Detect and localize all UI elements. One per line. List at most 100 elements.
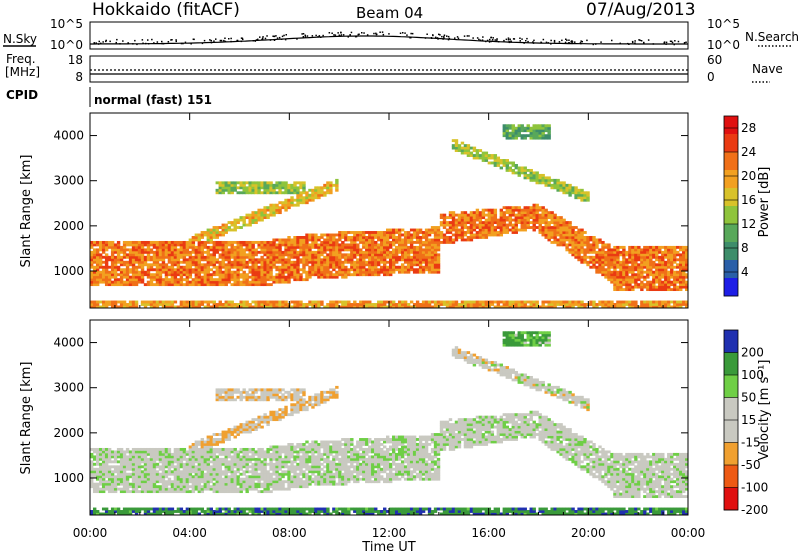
power-cell: [538, 136, 542, 140]
velocity-cell: [179, 512, 184, 516]
power-cell: [251, 300, 255, 304]
power-cell: [643, 263, 647, 267]
power-cell: [362, 268, 366, 272]
power-cell: [511, 161, 515, 165]
velocity-cell: [137, 450, 142, 454]
power-cell: [508, 300, 512, 304]
velocity-cell: [104, 482, 109, 486]
velocity-cell: [158, 507, 163, 511]
power-cell: [326, 270, 330, 274]
power-cell: [559, 181, 563, 185]
power-cell: [251, 265, 255, 269]
power-cell: [125, 248, 130, 252]
power-cell: [335, 248, 339, 252]
power-cell: [224, 283, 228, 287]
power-cell: [502, 300, 507, 304]
power-cell: [350, 265, 354, 269]
power-cell: [571, 186, 575, 190]
power-cell: [98, 255, 103, 259]
power-cell: [209, 233, 213, 237]
power-cell: [448, 226, 453, 229]
power-cell: [140, 258, 145, 262]
power-cell: [113, 273, 118, 277]
velocity-cell: [146, 452, 151, 456]
power-cell: [323, 248, 327, 252]
power-cell: [502, 216, 507, 220]
power-cell: [457, 221, 462, 224]
power-cell: [143, 248, 148, 252]
power-cell: [547, 236, 551, 239]
power-cell: [583, 196, 587, 200]
power-cell: [377, 268, 381, 272]
power-cell: [409, 233, 414, 237]
power-cell: [481, 159, 486, 162]
power-cell: [389, 231, 393, 234]
power-cell: [344, 275, 348, 279]
power-cell: [412, 268, 417, 272]
noise-point: [402, 32, 404, 34]
power-cell: [454, 141, 459, 145]
power-cell: [212, 255, 216, 259]
noise-point: [210, 39, 212, 42]
power-cell: [445, 228, 450, 232]
power-cell: [415, 258, 420, 262]
power-cell: [499, 166, 504, 170]
power-cell: [520, 223, 524, 227]
power-cell: [673, 250, 677, 254]
power-cell: [547, 226, 551, 229]
power-cell: [353, 243, 357, 247]
power-cell: [248, 255, 252, 259]
power-cell: [320, 233, 324, 237]
power-cell: [421, 300, 426, 304]
power-cell: [472, 216, 477, 220]
power-cell: [338, 245, 342, 249]
power-cell: [359, 231, 363, 234]
power-cell: [383, 268, 387, 272]
power-cell: [559, 303, 563, 306]
power-cell: [299, 198, 303, 202]
power-cell: [520, 300, 524, 304]
power-cell: [191, 280, 196, 284]
power-cell: [155, 283, 160, 287]
power-cell: [317, 263, 321, 267]
velocity-cell: [113, 487, 118, 491]
power-cell: [338, 300, 342, 304]
power-cell: [412, 305, 417, 309]
power-cell: [380, 231, 384, 234]
power-cell: [427, 268, 432, 272]
power-cell: [469, 303, 474, 306]
power-cell: [511, 226, 515, 229]
power-cell: [116, 243, 121, 247]
power-cell: [365, 305, 369, 309]
power-cell: [371, 303, 375, 306]
power-cell: [397, 243, 402, 247]
power-cell: [332, 248, 336, 252]
power-cell: [224, 240, 228, 244]
power-cell: [182, 245, 187, 249]
power-cell: [547, 223, 551, 227]
power-cell: [685, 265, 689, 269]
velocity-cell: [140, 480, 145, 484]
power-cell: [146, 265, 151, 269]
power-cell: [143, 300, 148, 304]
power-cell: [152, 250, 157, 254]
power-cell: [266, 191, 270, 195]
velocity-cell: [167, 455, 172, 459]
power-cell: [338, 231, 342, 234]
power-cell: [505, 218, 509, 222]
power-cell: [386, 268, 390, 272]
power-cell: [221, 253, 225, 257]
power-cell: [344, 265, 348, 269]
power-cell: [511, 131, 515, 135]
power-cell: [206, 228, 210, 232]
noise-point: [161, 42, 163, 45]
power-cell: [664, 270, 668, 274]
power-cell: [191, 303, 196, 306]
power-cell: [622, 250, 626, 254]
velocity-cell: [140, 452, 145, 456]
power-cell: [571, 253, 575, 257]
power-cell: [104, 245, 109, 249]
power-cell: [128, 283, 133, 287]
power-cell: [98, 240, 103, 244]
power-cell: [146, 253, 151, 257]
